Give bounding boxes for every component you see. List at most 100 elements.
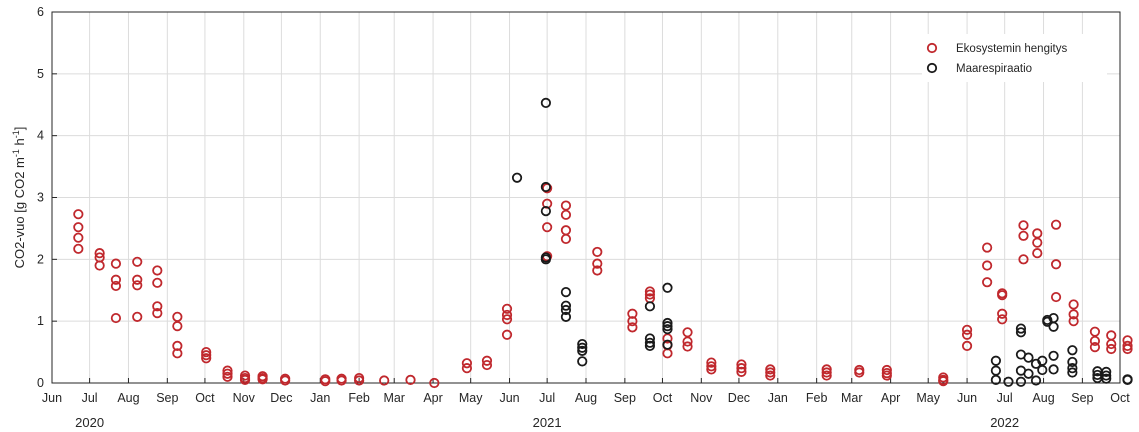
y-tick-label: 3 (37, 191, 44, 205)
maarespiraatio-point (1048, 321, 1059, 332)
maarespiraatio-point (1067, 367, 1078, 378)
ekosystemin-hengitys-point (961, 324, 973, 335)
ekosystemin-hengitys-point (481, 355, 493, 366)
ekosystemin-hengitys-point (110, 280, 122, 292)
y-tick-label: 2 (37, 252, 44, 266)
maarespiraatio-point (644, 340, 656, 351)
x-tick-label: Nov (233, 391, 256, 405)
ekosystemin-hengitys-point (982, 260, 993, 271)
ekosystemin-hengitys-point (997, 314, 1008, 325)
series-0 (73, 183, 1133, 389)
ekosystemin-hengitys-point (1068, 316, 1079, 327)
ekosystemin-hengitys-point (627, 316, 638, 327)
maarespiraatio-point (1101, 366, 1112, 377)
ekosystemin-hengitys-point (172, 348, 183, 359)
ekosystemin-hengitys-point (1122, 343, 1133, 355)
maarespiraatio-point (1048, 364, 1059, 375)
x-tick-label: Sep (156, 391, 178, 405)
maarespiraatio-point (560, 287, 572, 298)
ekosystemin-hengitys-point (94, 248, 105, 259)
x-tick-label: Oct (1110, 391, 1130, 405)
maarespiraatio-point (1122, 374, 1133, 386)
maarespiraatio-point (644, 301, 656, 312)
ekosystemin-hengitys-point (1106, 343, 1117, 355)
ekosystemin-hengitys-point (765, 370, 776, 381)
ekosystemin-hengitys-point (1089, 335, 1101, 347)
y-tick-label: 4 (37, 129, 44, 143)
ekosystemin-hengitys-point (982, 277, 993, 288)
x-tick-label: Aug (1032, 391, 1054, 405)
year-label: 2022 (990, 415, 1019, 430)
ekosystemin-hengitys-point (821, 364, 832, 375)
legend-label: Ekosystemin hengitys (956, 43, 1067, 55)
maarespiraatio-point (577, 342, 588, 353)
ekosystemin-hengitys-point (73, 232, 84, 243)
ekosystemin-hengitys-point (172, 321, 183, 332)
maarespiraatio-point (662, 317, 673, 329)
maarespiraatio-point (644, 333, 656, 344)
ekosystemin-hengitys-point (542, 222, 553, 233)
ekosystemin-hengitys-point (501, 309, 513, 321)
maarespiraatio-point (662, 321, 673, 332)
ekosystemin-hengitys-point (132, 280, 143, 291)
maarespiraatio-point (990, 374, 1002, 386)
ekosystemin-hengitys-point (501, 303, 513, 314)
maarespiraatio-point (1023, 352, 1034, 363)
ekosystemin-hengitys-point (627, 322, 638, 333)
maarespiraatio-point (1030, 375, 1042, 386)
ekosystemin-hengitys-point (73, 209, 84, 220)
ekosystemin-hengitys-point (320, 376, 331, 387)
ekosystemin-hengitys-point (881, 364, 892, 376)
x-tick-label: Aug (575, 391, 597, 405)
ekosystemin-hengitys-point (501, 329, 513, 340)
x-tick-label: Aug (117, 391, 139, 405)
maarespiraatio-point (1067, 356, 1078, 368)
ekosystemin-hengitys-point (429, 377, 440, 389)
ekosystemin-hengitys-point (405, 374, 416, 386)
ekosystemin-hengitys-point (1122, 340, 1133, 351)
ekosystemin-hengitys-point (736, 363, 747, 374)
maarespiraatio-point (540, 206, 551, 217)
ekosystemin-hengitys-point (592, 258, 603, 269)
axis-layer: Jun Jul Aug Sep Oct Nov Dec Jan Feb Mar Apr May Jun J… (11, 5, 1130, 430)
x-tick-label: Jul (997, 391, 1013, 405)
maarespiraatio-point (1037, 364, 1048, 376)
ekosystemin-hengitys-point (152, 301, 163, 312)
ekosystemin-hengitys-point (982, 242, 993, 253)
ekosystemin-hengitys-point (682, 341, 693, 352)
x-tick-label: Jul (82, 391, 98, 405)
ekosystemin-hengitys-point (110, 258, 122, 269)
year-label: 2020 (75, 415, 104, 430)
ekosystemin-hengitys-point (706, 361, 717, 372)
ekosystemin-hengitys-point (132, 311, 143, 322)
x-tick-label: Jun (957, 391, 977, 405)
ekosystemin-hengitys-point (152, 308, 163, 319)
maarespiraatio-point (560, 300, 572, 311)
x-tick-label: Jun (42, 391, 62, 405)
maarespiraatio-point (560, 304, 572, 316)
ekosystemin-hengitys-point (592, 265, 603, 276)
x-tick-label: Nov (690, 391, 713, 405)
maarespiraatio-point (1023, 368, 1034, 379)
ekosystemin-hengitys-point (765, 367, 776, 378)
ekosystemin-hengitys-point (1089, 342, 1101, 353)
x-tick-label: Oct (653, 391, 673, 405)
maarespiraatio-point (1067, 363, 1078, 374)
ekosystemin-hengitys-point (336, 375, 347, 386)
ekosystemin-hengitys-point (201, 353, 212, 364)
maarespiraatio-point (1101, 370, 1112, 381)
ekosystemin-hengitys-point (627, 308, 638, 319)
ekosystemin-hengitys-point (644, 286, 656, 297)
y-tick-label: 1 (37, 314, 44, 328)
x-tick-label: Jan (768, 391, 788, 405)
maarespiraatio-point (540, 254, 551, 265)
ekosystemin-hengitys-point (1106, 338, 1117, 350)
ekosystemin-hengitys-point (73, 222, 84, 233)
year-label: 2021 (533, 415, 562, 430)
x-tick-label: May (916, 391, 940, 405)
ekosystemin-hengitys-point (257, 374, 268, 385)
ekosystemin-hengitys-point (644, 289, 656, 300)
ekosystemin-hengitys-point (560, 233, 572, 245)
ekosystemin-hengitys-point (501, 314, 513, 325)
ekosystemin-hengitys-point (1068, 309, 1079, 320)
